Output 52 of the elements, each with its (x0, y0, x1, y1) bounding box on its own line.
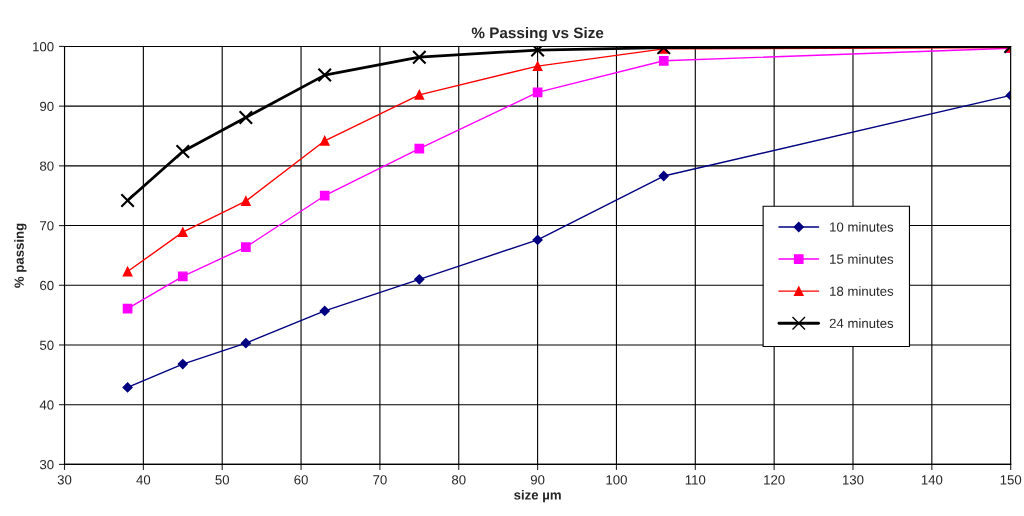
y-tick-label: 60 (40, 280, 54, 291)
point (319, 190, 330, 201)
y-tick-label: 30 (39, 459, 54, 470)
point (122, 266, 133, 277)
y-tick-label: 40 (39, 400, 54, 410)
x-tick-label: 50 (215, 475, 230, 485)
point (240, 338, 251, 349)
x-tick-label: 40 (136, 475, 151, 485)
point (414, 89, 425, 100)
point (532, 61, 543, 72)
x-tick-label: 130 (842, 475, 864, 485)
x-tick-label: 120 (764, 475, 785, 485)
point (414, 274, 425, 285)
legend-label: 15 minutes (830, 254, 894, 264)
legend-label: 18 minutes (830, 286, 894, 296)
chart-title: % Passing vs Size (471, 27, 604, 42)
x-tick-label: 100 (606, 475, 627, 485)
y-tick-label: 50 (39, 340, 54, 350)
x-tick-label: 60 (294, 475, 308, 485)
point (658, 55, 669, 66)
point (241, 196, 251, 206)
point (530, 46, 545, 58)
x-tick-label: 110 (685, 475, 706, 485)
point (175, 144, 191, 159)
point (177, 358, 188, 370)
legend-label: 24 minutes (829, 318, 894, 328)
y-tick-label: 80 (39, 161, 54, 171)
x-tick-label: 30 (57, 475, 72, 485)
point (414, 143, 425, 154)
y-axis-title: % passing (14, 223, 27, 288)
point (122, 382, 133, 393)
x-tick-label: 80 (451, 475, 466, 485)
point (658, 170, 669, 182)
point (238, 110, 254, 125)
x-tick-label: 70 (373, 475, 387, 485)
point (177, 227, 188, 237)
point (317, 67, 332, 83)
point (412, 49, 427, 65)
x-tick-label: 150 (1000, 475, 1022, 485)
legend-label: 10 minutes (830, 222, 894, 232)
point (120, 193, 135, 208)
y-tick-label: 100 (33, 42, 54, 52)
x-tick-label: 90 (530, 475, 545, 485)
y-tick-label: 90 (40, 101, 54, 112)
y-tick-label: 70 (40, 221, 54, 231)
point (532, 234, 543, 246)
x-tick-label: 140 (921, 475, 943, 485)
x-axis-title: size µm (514, 489, 561, 503)
point (319, 135, 330, 146)
point (241, 242, 251, 252)
point (177, 271, 188, 282)
point (319, 305, 330, 317)
